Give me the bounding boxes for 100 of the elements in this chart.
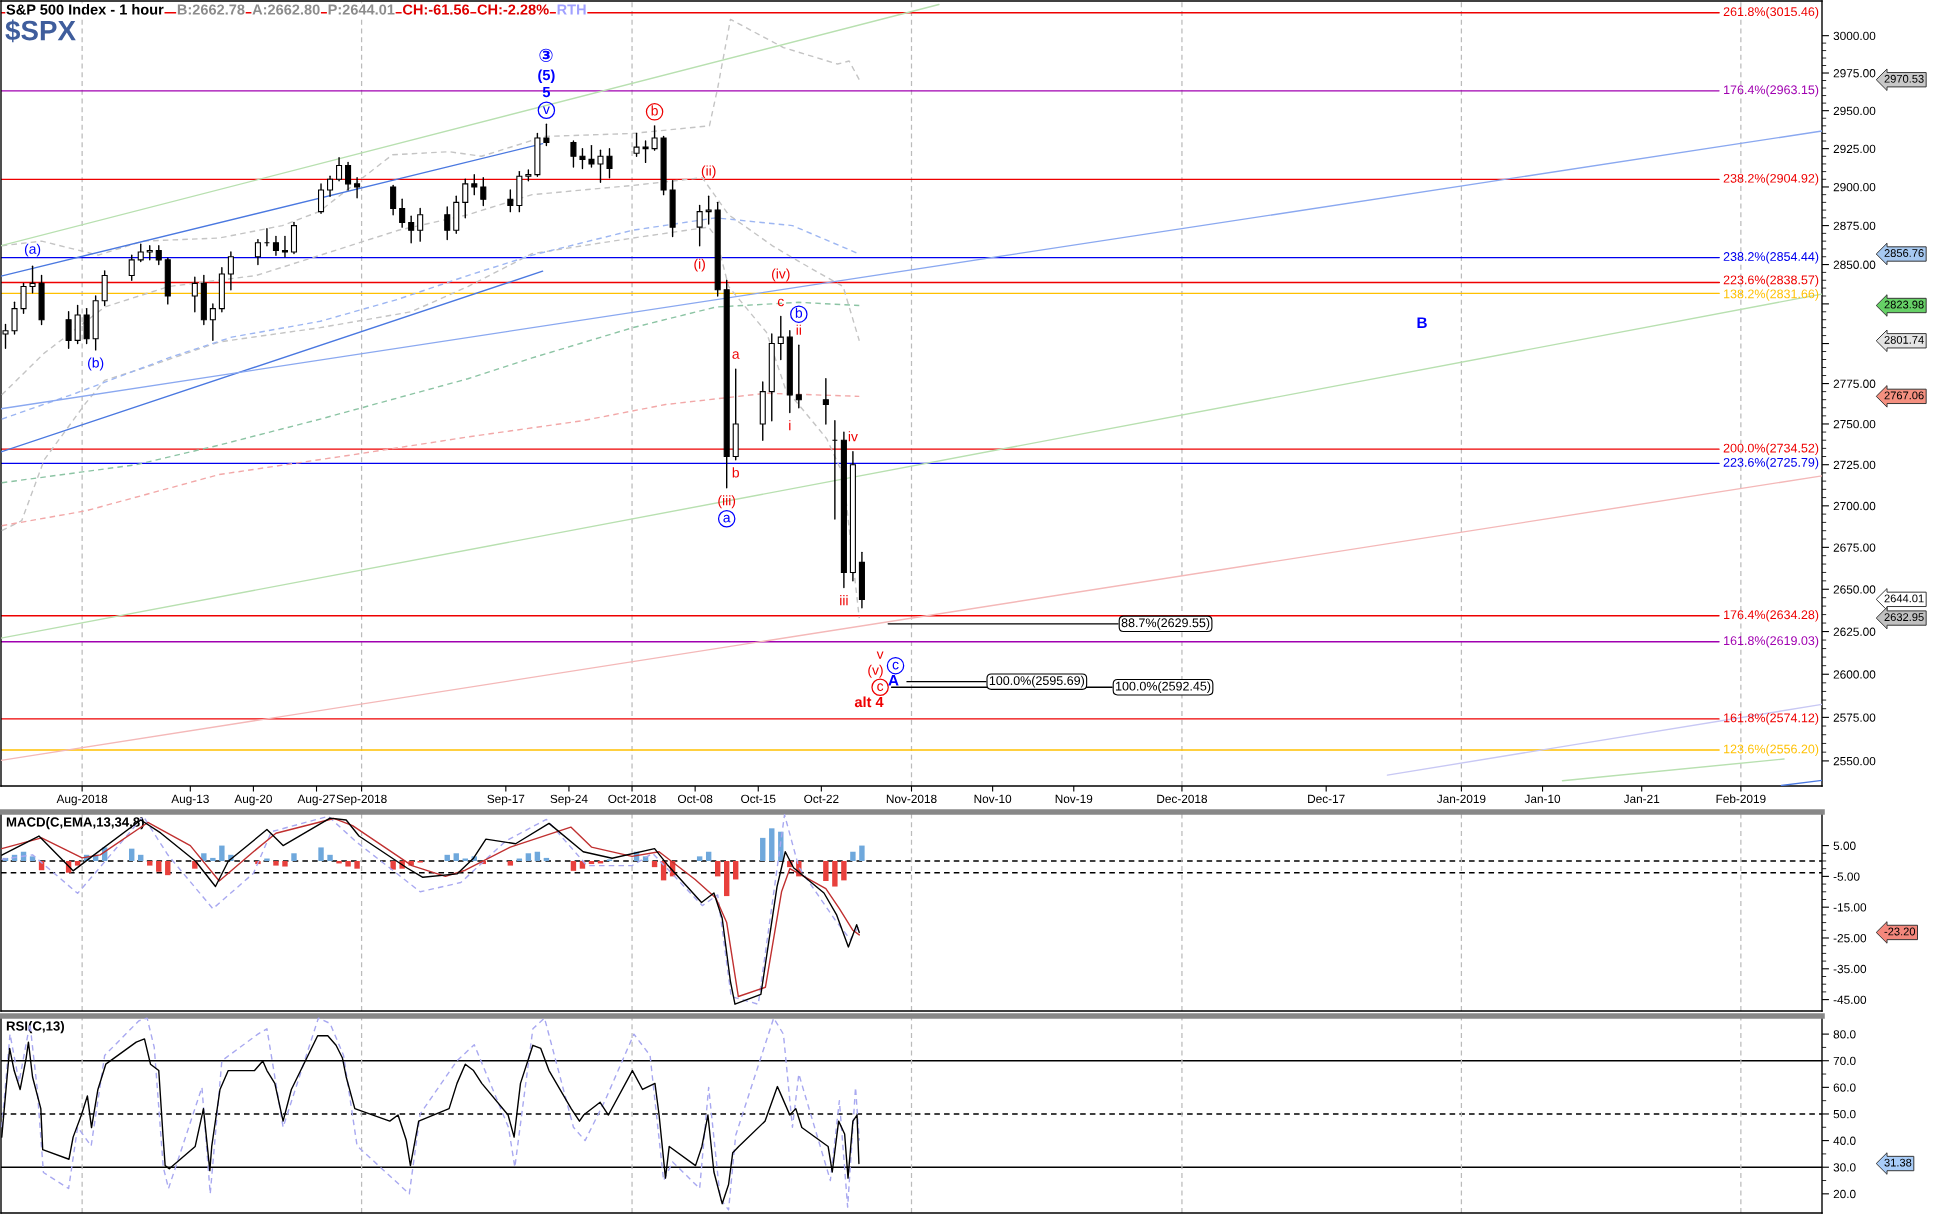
y-tick-label: 2850.00: [1833, 260, 1876, 269]
annotation: b: [795, 307, 803, 318]
annotation: RTH: [557, 4, 586, 15]
ref-line-label: 176.4%(2634.28): [1724, 609, 1819, 622]
x-tick-label: Sep-17: [487, 794, 525, 806]
annotation: (ii): [701, 165, 716, 179]
series-label: 100.0%(2595.69): [989, 675, 1084, 688]
text: 2632.95: [1884, 613, 1924, 622]
text: -23.20: [1884, 927, 1916, 936]
annotation: CH:-2.28%: [477, 4, 549, 15]
x-tick-label: Feb-2019: [1716, 794, 1766, 803]
annotation: iii: [840, 595, 848, 606]
x-tick-label: Oct-15: [741, 794, 776, 803]
x-tick-label: Aug-20: [234, 794, 272, 806]
x-tick-label: Jan-10: [1524, 794, 1561, 803]
annotation: c: [777, 298, 784, 307]
ref-line-label: 176.4%(2963.15): [1724, 85, 1819, 97]
y-tick-label: 2900.00: [1833, 182, 1876, 192]
x-tick-label: Aug-13: [171, 794, 209, 806]
annotation: c: [892, 661, 899, 670]
ref-line-label: 161.8%(2574.12): [1724, 713, 1819, 725]
x-tick-label: Nov-2018: [886, 794, 937, 803]
annotation: iv: [848, 431, 858, 442]
annotation: a: [723, 514, 731, 523]
series-label: 100.0%(2592.45): [1116, 681, 1211, 694]
ref-line-label: 138.2%(2831.66): [1724, 289, 1819, 301]
text: 2970.53: [1884, 74, 1924, 83]
x-tick-label: Aug-27: [297, 794, 335, 806]
text: 2856.76: [1884, 249, 1924, 257]
y-tick-label: 70.0: [1833, 1056, 1856, 1066]
y-tick-label: 2625.00: [1833, 627, 1876, 636]
annotation: CH:-61.56: [402, 4, 470, 15]
y-tick-label: 30.0: [1833, 1163, 1856, 1172]
annotation: c: [877, 683, 884, 691]
y-tick-label: 50.0: [1833, 1110, 1856, 1119]
text: 2644.01: [1884, 594, 1924, 603]
annotation: (iii): [718, 495, 736, 509]
ref-line-label: 261.8%(3015.46): [1723, 6, 1819, 19]
x-tick-label: Jan-21: [1623, 794, 1660, 803]
ref-line-label: 123.6%(2556.20): [1724, 744, 1819, 756]
y-tick-label: 60.0: [1833, 1083, 1856, 1092]
ref-line-label: 238.2%(2854.44): [1723, 251, 1819, 264]
y-tick-label: 3000.00: [1833, 31, 1876, 41]
x-tick-label: Oct-22: [804, 794, 839, 803]
annotation: a: [732, 351, 740, 359]
y-tick-label: -5.00: [1833, 872, 1860, 881]
ref-line-label: 223.6%(2838.57): [1723, 275, 1819, 287]
annotation: (a): [24, 243, 41, 257]
annotation: (5): [538, 69, 555, 84]
y-tick-label: 2875.00: [1833, 221, 1876, 230]
annotation: v: [542, 106, 550, 114]
ref-line-label: 161.8%(2619.03): [1724, 635, 1819, 648]
y-tick-label: 2675.00: [1833, 543, 1876, 552]
text: 2767.06: [1884, 391, 1924, 400]
annotation: B: [1417, 317, 1427, 328]
y-tick-label: 2925.00: [1833, 144, 1876, 154]
chart-title: RSI(C,13): [6, 1021, 64, 1034]
y-tick-label: -35.00: [1833, 964, 1867, 974]
annotation: B:2662.78: [177, 4, 245, 15]
y-tick-label: 2650.00: [1833, 585, 1876, 594]
text: 31.38: [1884, 1158, 1912, 1167]
text: 2823.98: [1884, 300, 1924, 309]
y-tick-label: -25.00: [1833, 934, 1867, 943]
y-tick-label: 2550.00: [1833, 756, 1876, 766]
annotation: i: [789, 420, 791, 431]
y-tick-label: 80.0: [1833, 1030, 1856, 1039]
annotation: (iv): [772, 268, 790, 282]
annotation: b: [732, 467, 739, 478]
y-tick-label: 2975.00: [1833, 69, 1876, 78]
text: $SPX: [5, 19, 76, 43]
ref-line-label: 223.6%(2725.79): [1723, 457, 1819, 470]
y-tick-label: 40.0: [1833, 1136, 1856, 1145]
y-tick-label: 2600.00: [1833, 670, 1876, 679]
annotation: b: [651, 105, 658, 116]
annotation: A:2662.80: [252, 4, 320, 15]
x-tick-label: Dec-2018: [1157, 794, 1208, 803]
annotation: alt 4: [854, 696, 884, 708]
y-tick-label: -15.00: [1833, 903, 1867, 912]
x-tick-label: Dec-17: [1308, 794, 1345, 803]
y-tick-label: 2750.00: [1833, 419, 1876, 429]
y-tick-label: 2700.00: [1833, 501, 1876, 511]
x-tick-label: Oct-2018: [608, 794, 656, 803]
x-tick-label: Oct-08: [677, 794, 713, 803]
text: 2801.74: [1884, 335, 1924, 344]
x-tick-label: Nov-19: [1055, 794, 1093, 803]
x-tick-label: Nov-10: [974, 794, 1012, 803]
x-tick-label: Jan-2019: [1436, 794, 1486, 803]
annotation: A: [888, 675, 899, 686]
y-tick-label: 2575.00: [1833, 713, 1876, 722]
x-tick-label: Sep-24: [550, 794, 588, 806]
ref-line-label: 200.0%(2734.52): [1723, 443, 1819, 455]
y-tick-label: 2725.00: [1833, 460, 1876, 470]
y-tick-label: 20.0: [1833, 1189, 1856, 1199]
ref-line-label: 238.2%(2904.92): [1723, 173, 1819, 186]
series-label: 88.7%(2629.55): [1121, 617, 1210, 630]
y-tick-label: 5.00: [1833, 841, 1856, 850]
y-tick-label: 2950.00: [1833, 106, 1876, 116]
annotation: ii: [796, 324, 801, 335]
chart-title: S&P 500 Index - 1 hour: [6, 4, 164, 15]
y-tick-label: 2775.00: [1833, 379, 1876, 388]
